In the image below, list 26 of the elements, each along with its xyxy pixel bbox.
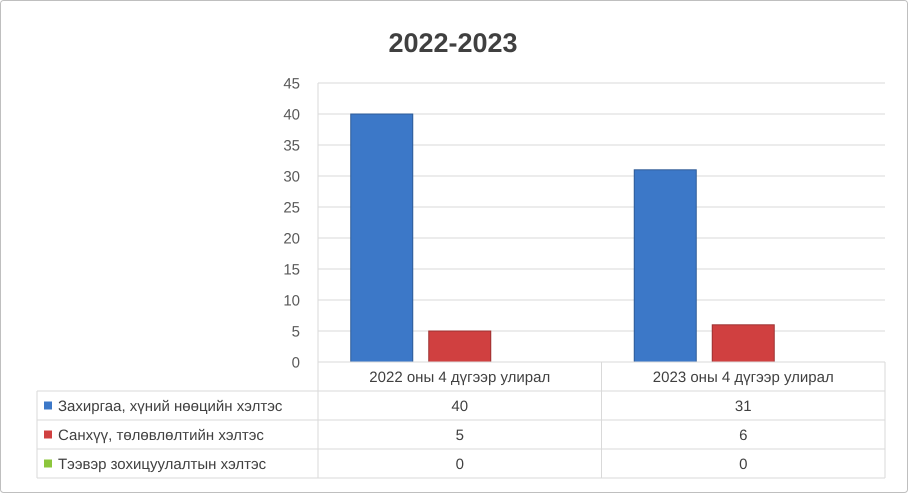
data-label: 40 <box>451 398 468 415</box>
data-label: 0 <box>739 456 748 473</box>
data-label: 6 <box>739 426 748 444</box>
bar <box>712 324 775 362</box>
chart-title: 2022-2023 <box>388 28 518 58</box>
y-tick-label: 25 <box>283 199 300 216</box>
y-tick-label: 0 <box>292 354 300 372</box>
y-tick-label: 20 <box>283 230 300 248</box>
y-tick-label: 40 <box>283 106 300 124</box>
y-tick-label: 30 <box>283 168 300 186</box>
legend-label: Тээвэр зохицуулалтын хэлтэс <box>58 456 267 473</box>
data-label: 31 <box>734 398 752 415</box>
y-tick-label: 45 <box>283 75 300 92</box>
y-tick-label: 15 <box>283 261 300 278</box>
x-tick-label: 2023 оны 4 дүгээр улирал <box>652 368 834 386</box>
data-label: 5 <box>456 426 464 444</box>
legend-label: Захиргаа, хүний нөөцийн хэлтэс <box>58 398 283 415</box>
y-tick-label: 10 <box>283 292 300 310</box>
y-tick-label: 5 <box>292 323 300 340</box>
bar <box>634 169 697 362</box>
bar <box>428 330 492 362</box>
y-tick-label: 35 <box>283 137 300 154</box>
data-label: 0 <box>456 456 464 473</box>
x-tick-label: 2022 оны 4 дүгээр улирал <box>369 368 550 386</box>
legend-label: Санхүү, төлөвлөлтийн хэлтэс <box>58 426 264 444</box>
bar <box>350 114 414 362</box>
